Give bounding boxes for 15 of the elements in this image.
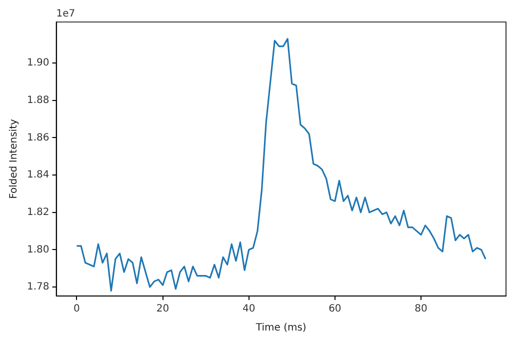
x-tick-label: 40 [242, 304, 256, 315]
y-tick-label: 1.86 [27, 132, 50, 144]
x-tick-label: 60 [328, 304, 342, 315]
x-tick-label: 80 [414, 304, 428, 315]
y-tick-label: 1.82 [27, 206, 50, 218]
y-tick-label: 1.88 [27, 94, 50, 106]
text: 1e7 [56, 8, 76, 20]
x-tick-label: 20 [156, 304, 170, 315]
y-tick-label: 1.78 [27, 282, 50, 293]
x-tick-label: 0 [74, 304, 80, 315]
x-axis-title: Time (ms) [254, 322, 306, 334]
y-tick-label: 1.84 [27, 170, 50, 181]
y-tick-label: 1.80 [27, 244, 50, 256]
y-tick-label: 1.90 [27, 58, 50, 69]
y-axis-title: Folded Intensity [8, 118, 20, 199]
